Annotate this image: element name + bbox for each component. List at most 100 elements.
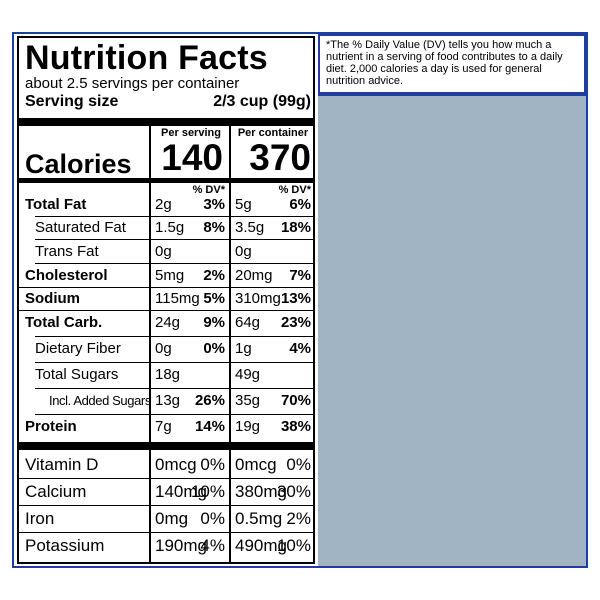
nutrient-row: Dietary Fiber 0g 0% 1g 4% <box>19 338 313 362</box>
serving-amount: 5mg <box>155 267 185 284</box>
nutrient-row: Sodium 115mg 5% 310mg 13% <box>19 288 313 310</box>
nutrient-name: Total Carb. <box>25 314 103 331</box>
serving-dv: 8% <box>203 219 225 236</box>
serving-amount: 190mg <box>155 536 207 555</box>
vitamin-name: Vitamin D <box>25 455 99 474</box>
container-amount: 49g <box>235 366 261 383</box>
vitamin-row: Calcium 140mg 10% 380mg 30% <box>19 479 313 505</box>
nutrient-row: Total Sugars 18g 49g <box>19 364 313 388</box>
container-dv: 6% <box>289 196 311 213</box>
serving-dv: 5% <box>203 290 225 307</box>
container-dv: 38% <box>280 418 311 435</box>
serving-dv: 0% <box>200 455 225 474</box>
serving-dv: 9% <box>203 314 225 331</box>
row-divider <box>19 310 313 311</box>
container-dv: 30% <box>276 482 311 501</box>
calories-per-container: 370 <box>249 137 311 178</box>
daily-value-footnote: *The % Daily Value (DV) tells you how mu… <box>320 36 584 92</box>
thick-divider-top <box>19 118 313 126</box>
serving-dv: 0% <box>200 509 225 528</box>
row-divider <box>35 216 313 217</box>
row-divider <box>35 388 313 389</box>
vitamin-name: Potassium <box>25 536 105 555</box>
vitamin-row: Vitamin D 0mcg 0% 0mcg 0% <box>19 452 313 478</box>
nutrient-row: Protein 7g 14% 19g 38% <box>19 416 313 440</box>
serving-amount: 140mg <box>155 482 207 501</box>
column-divider-1 <box>149 126 151 562</box>
serving-size: Serving size 2/3 cup (99g) <box>25 92 311 112</box>
row-divider <box>35 414 313 415</box>
serving-amount: 2g <box>155 196 172 213</box>
vitamin-name: Calcium <box>25 482 87 501</box>
container-amount: 19g <box>235 418 261 435</box>
serving-dv: 4% <box>200 536 225 555</box>
nutrient-row: Cholesterol 5mg 2% 20mg 7% <box>19 265 313 287</box>
container-amount: 5g <box>235 196 252 213</box>
serving-dv: 3% <box>203 196 225 213</box>
container-dv: 7% <box>289 267 311 284</box>
container-amount: 20mg <box>235 267 273 284</box>
row-divider <box>19 478 313 479</box>
serving-dv: 2% <box>203 267 225 284</box>
nutrient-name: Trans Fat <box>35 243 99 260</box>
nutrient-row: Incl. Added Sugars 13g 26% 35g 70% <box>19 390 313 414</box>
vitamin-row: Iron 0mg 0% 0.5mg 2% <box>19 506 313 532</box>
col-head-per-container: Per container <box>237 127 309 139</box>
container-dv: 10% <box>276 536 311 555</box>
dv-header-container: % DV* <box>278 184 311 196</box>
nutrient-name: Protein <box>25 418 77 435</box>
container-dv: 18% <box>280 219 311 236</box>
nutrient-name: Total Sugars <box>35 366 119 383</box>
serving-amount: 0g <box>155 243 172 260</box>
nutrient-row: Trans Fat 0g 0g <box>19 241 313 263</box>
serving-dv: 26% <box>194 392 225 409</box>
vitamin-name: Iron <box>25 509 55 528</box>
row-divider <box>19 287 313 288</box>
servings-per-container: about 2.5 servings per container <box>25 75 240 92</box>
nutrient-name: Cholesterol <box>25 267 108 284</box>
serving-amount: 18g <box>155 366 181 383</box>
serving-dv: 10% <box>190 482 225 501</box>
row-divider <box>19 505 313 506</box>
row-divider <box>35 362 313 363</box>
container-amount: 3.5g <box>235 219 265 236</box>
container-dv: 0% <box>286 455 311 474</box>
nutrient-name: Incl. Added Sugars <box>49 393 151 408</box>
container-amount: 0mcg <box>235 455 277 474</box>
package-background <box>318 96 586 566</box>
serving-amount: 7g <box>155 418 172 435</box>
container-amount: 0g <box>235 243 252 260</box>
row-divider <box>35 336 313 337</box>
container-amount: 64g <box>235 314 261 331</box>
serving-amount: 1.5g <box>155 219 185 236</box>
nutrient-name: Saturated Fat <box>35 219 126 236</box>
row-divider <box>35 239 313 240</box>
row-divider <box>35 263 313 264</box>
row-divider <box>19 532 313 533</box>
serving-amount: 0g <box>155 340 172 357</box>
container-dv: 4% <box>289 340 311 357</box>
col-head-per-serving: Per serving <box>161 127 221 139</box>
calories-per-serving: 140 <box>161 137 223 178</box>
serving-dv: 14% <box>194 418 225 435</box>
label-title: Nutrition Facts <box>25 39 268 77</box>
serving-amount: 115mg <box>155 290 200 307</box>
nutrient-name: Total Fat <box>25 196 87 213</box>
column-divider-2 <box>229 126 231 562</box>
divider-calories <box>19 178 313 183</box>
serving-size-label: Serving size <box>25 93 119 110</box>
nutrition-facts-label: Nutrition Facts about 2.5 servings per c… <box>17 36 315 564</box>
container-amount: 0.5mg <box>235 509 283 528</box>
container-amount: 380mg <box>235 482 287 501</box>
calories-label: Calories <box>25 149 132 179</box>
nutrient-row: Total Fat 2g 3% 5g 6% <box>19 194 313 216</box>
serving-dv: 0% <box>203 340 225 357</box>
nutrient-name: Dietary Fiber <box>35 340 121 357</box>
container-amount: 1g <box>235 340 252 357</box>
container-dv: 13% <box>280 290 311 307</box>
serving-amount: 0mcg <box>155 455 197 474</box>
container-dv: 70% <box>280 392 311 409</box>
vitamin-row: Potassium 190mg 4% 490mg 10% <box>19 533 313 559</box>
dv-header-serving: % DV* <box>192 184 225 196</box>
nutrient-row: Total Carb. 24g 9% 64g 23% <box>19 312 313 336</box>
